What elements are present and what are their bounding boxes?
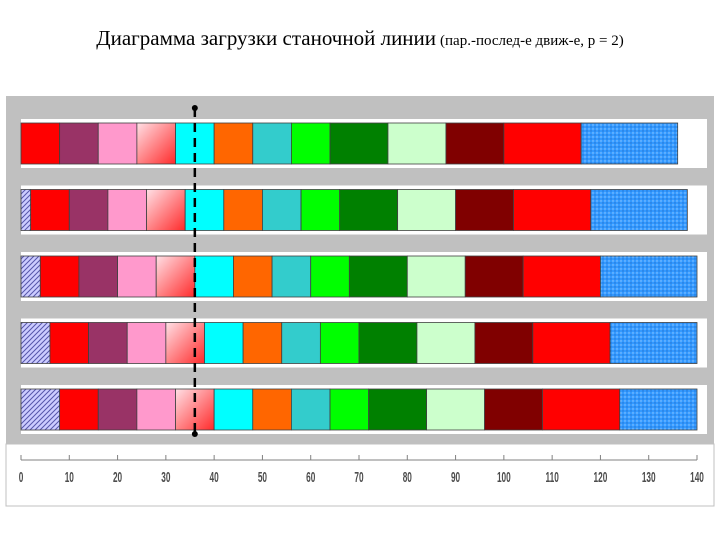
bar-segment xyxy=(213,122,254,165)
bar-segment xyxy=(59,122,99,165)
chart-title: Диаграмма загрузки станочной линии (пар.… xyxy=(0,26,720,51)
machine-row xyxy=(20,252,707,301)
machine-row xyxy=(20,318,707,368)
bar-segment xyxy=(542,388,621,431)
bar-segment xyxy=(117,255,157,298)
bar-segment xyxy=(97,388,138,431)
bar-segment xyxy=(68,189,109,231)
bar-segment xyxy=(20,189,32,231)
bar-segment xyxy=(213,388,254,431)
bar-segment xyxy=(532,322,611,364)
bar-segment xyxy=(252,388,292,431)
x-tick-label: 70 xyxy=(354,468,363,485)
x-tick-label: 130 xyxy=(642,468,656,485)
bar-segment xyxy=(252,122,292,165)
bar-segment xyxy=(20,388,61,431)
axis-panel xyxy=(5,443,715,507)
bar-segment xyxy=(600,255,698,298)
time-marker-bottom-dot xyxy=(191,431,198,437)
bar-segment xyxy=(78,255,118,298)
bar-segment xyxy=(290,388,331,431)
bar-segment xyxy=(522,255,601,298)
bar-segment xyxy=(242,322,283,364)
bar-segment xyxy=(416,322,476,364)
bar-segment xyxy=(619,388,698,431)
bar-segment xyxy=(88,322,128,364)
bar-segment xyxy=(184,189,225,231)
bar-segment xyxy=(20,122,61,165)
bar-segment xyxy=(319,322,360,364)
bar-segment xyxy=(155,255,196,298)
bar-segment xyxy=(30,189,70,231)
bar-segment xyxy=(20,255,41,298)
bar-segment xyxy=(397,189,456,231)
bar-segment xyxy=(464,255,524,298)
bar-segment xyxy=(368,388,427,431)
x-tick-label: 100 xyxy=(497,468,511,485)
x-tick-label: 80 xyxy=(403,468,412,485)
bar-segment xyxy=(329,388,370,431)
x-tick-label: 40 xyxy=(210,468,219,485)
time-marker-top-dot xyxy=(191,105,198,111)
bar-segment xyxy=(20,322,51,364)
bar-segment xyxy=(136,122,176,165)
bar-segment xyxy=(474,322,534,364)
bar-segment xyxy=(39,255,80,298)
bar-segment xyxy=(262,189,302,231)
bar-segment xyxy=(426,388,485,431)
x-tick-label: 90 xyxy=(451,468,460,485)
bar-segment xyxy=(233,255,273,298)
bar-segment xyxy=(348,255,408,298)
bar-segment xyxy=(281,322,321,364)
machine-row xyxy=(20,119,707,168)
bar-segment xyxy=(339,189,399,231)
bar-segment xyxy=(223,189,263,231)
bar-segment xyxy=(609,322,698,364)
machine-row xyxy=(20,385,707,434)
x-tick-label: 30 xyxy=(161,468,170,485)
bar-segment xyxy=(49,322,89,364)
bar-segment xyxy=(445,122,505,165)
x-tick-label: 60 xyxy=(306,468,315,485)
x-tick-label: 10 xyxy=(65,468,74,485)
x-tick-label: 20 xyxy=(113,468,122,485)
bar-segment xyxy=(146,189,186,231)
bar-segment xyxy=(310,255,350,298)
bar-segment xyxy=(136,388,176,431)
bar-segment xyxy=(513,189,592,231)
bar-segment xyxy=(194,255,234,298)
bar-segment xyxy=(271,255,312,298)
bar-segment xyxy=(358,322,418,364)
bar-segment xyxy=(59,388,99,431)
bar-segment xyxy=(455,189,514,231)
bar-segment xyxy=(387,122,447,165)
bar-segment xyxy=(484,388,543,431)
bar-segment xyxy=(590,189,688,231)
bar-segment xyxy=(406,255,466,298)
bar-segment xyxy=(329,122,389,165)
bar-segment xyxy=(107,189,147,231)
x-tick-label: 0 xyxy=(19,468,24,485)
bar-segment xyxy=(300,189,341,231)
x-tick-label: 120 xyxy=(594,468,608,485)
machine-row xyxy=(20,185,707,235)
x-tick-label: 110 xyxy=(545,468,558,485)
bar-segment xyxy=(97,122,138,165)
bar-segment xyxy=(503,122,582,165)
bar-segment xyxy=(580,122,679,165)
chart-title-subtitle: (пар.-послед-е движ-е, p = 2) xyxy=(440,33,624,49)
bar-segment xyxy=(165,322,205,364)
chart-title-main: Диаграмма загрузки станочной линии xyxy=(96,26,437,50)
bar-segment xyxy=(204,322,244,364)
bar-segment xyxy=(126,322,167,364)
bar-segment xyxy=(290,122,331,165)
x-tick-label: 50 xyxy=(258,468,267,485)
x-tick-label: 140 xyxy=(690,468,704,485)
